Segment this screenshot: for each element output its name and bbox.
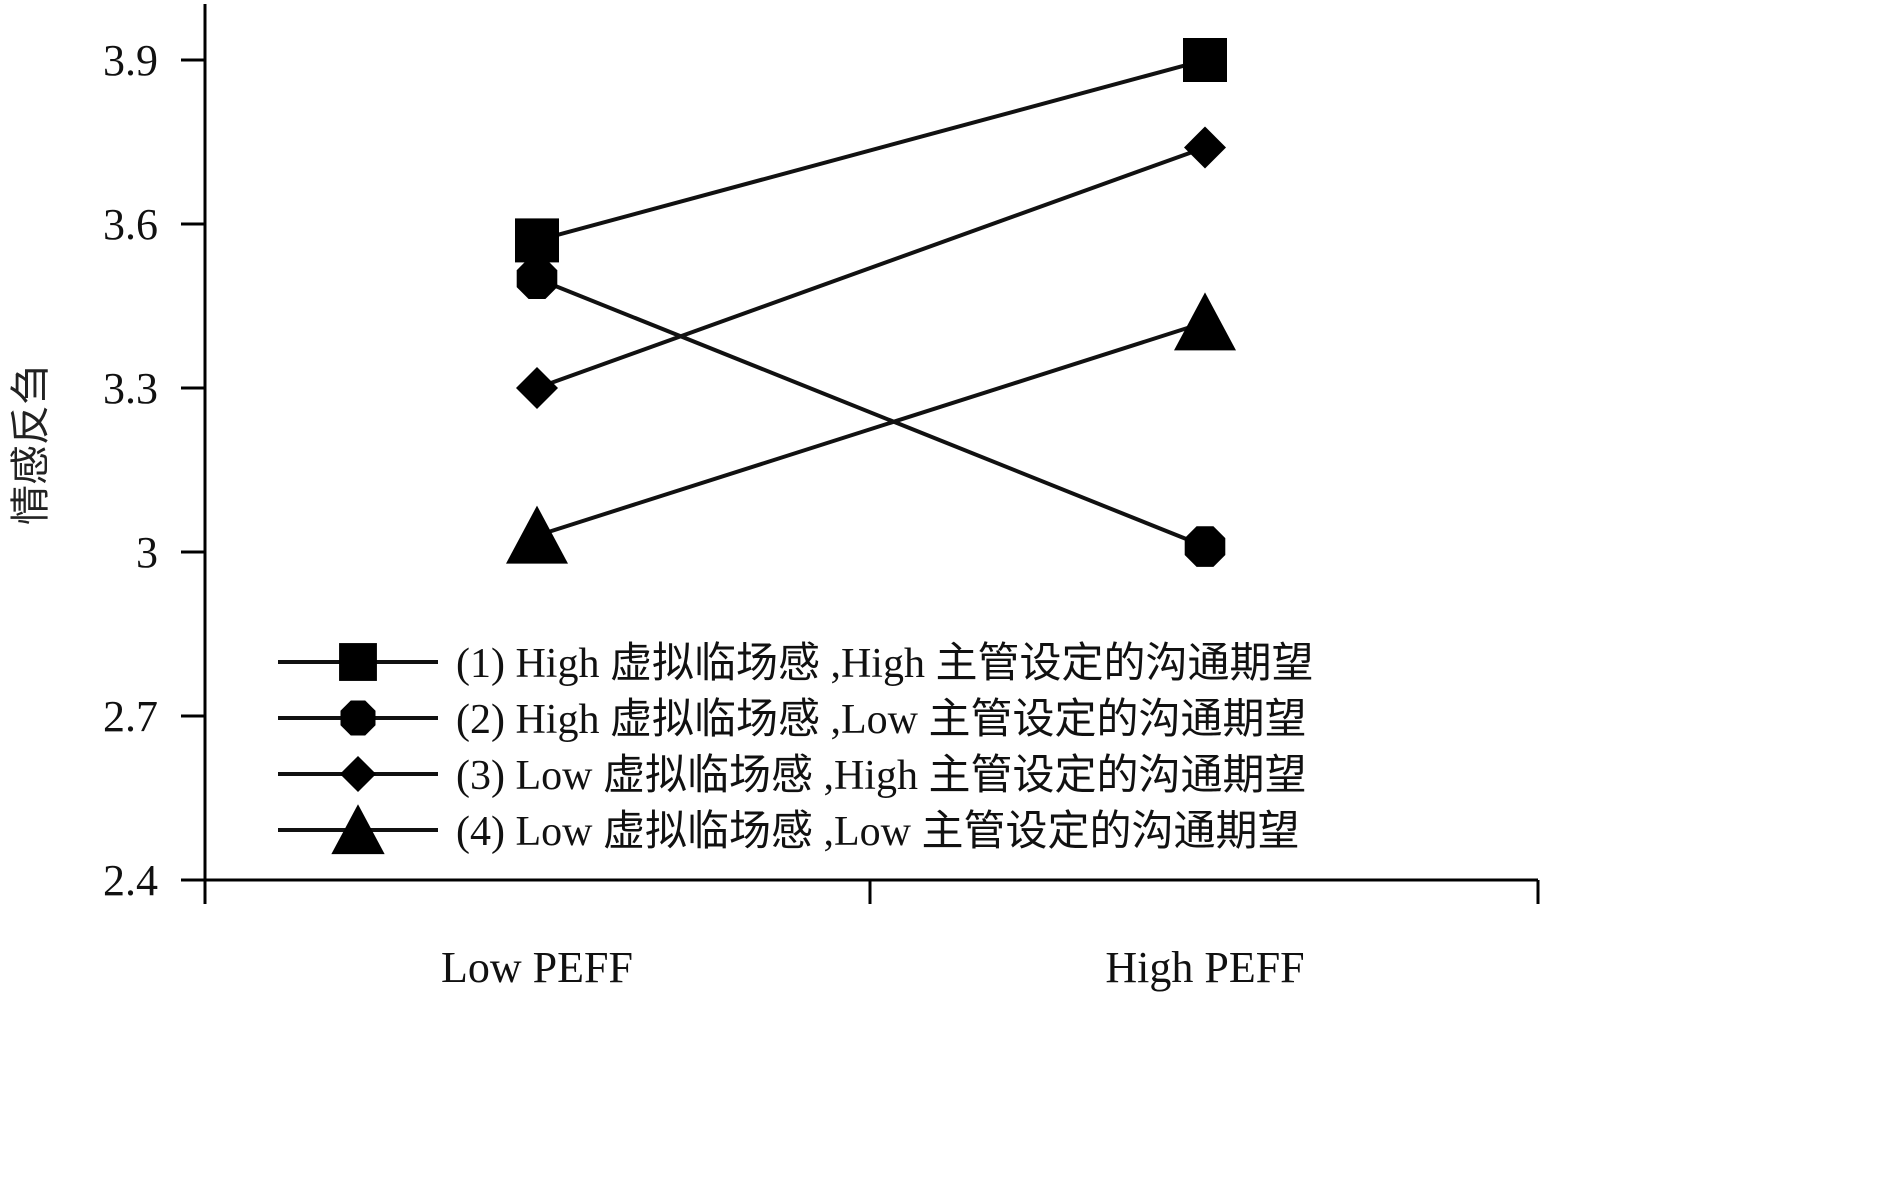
axes-layer [181,4,1540,904]
square-marker [1183,38,1227,82]
legend-item-2: (2) High 虚拟临场感 ,Low 主管设定的沟通期望 [278,696,1306,743]
triangle-marker [1174,292,1236,351]
tick-labels-layer: 2.4 2.7 3 3.3 3.6 3.9 Low PEFF High PEFF 情感反刍 [8,36,1305,992]
chart-container: 2.4 2.7 3 3.3 3.6 3.9 Low PEFF High PEFF 情感反刍 (1… [8,4,1540,992]
legend-label: (2) High 虚拟临场感 ,Low 主管设定的沟通期望 [456,696,1306,743]
legend-label: (1) High 虚拟临场感 ,High 主管设定的沟通期望 [456,640,1313,687]
series-2 [516,258,1226,567]
series-4 [506,292,1236,564]
y-tick-label: 3.6 [103,200,158,249]
octagon-marker [1184,526,1226,567]
y-axis-label: 情感反刍 [8,365,54,525]
x-tick-label: High PEFF [1105,943,1304,992]
octagon-marker [516,258,558,299]
series-line [536,58,1206,243]
triangle-marker [506,505,568,564]
legend-item-4: (4) Low 虚拟临场感 ,Low 主管设定的沟通期望 [278,804,1299,855]
y-tick-label: 2.4 [103,856,158,905]
square-marker [339,643,377,681]
series-3 [516,126,1226,409]
series-1 [515,38,1227,263]
triangle-marker [331,804,385,855]
diamond-marker [339,755,377,793]
y-tick-label: 2.7 [103,692,158,741]
square-marker [515,218,559,263]
series-line [536,276,1206,549]
line-chart: 2.4 2.7 3 3.3 3.6 3.9 Low PEFF High PEFF 情感反刍 (1… [8,4,1540,992]
y-tick-label: 3 [136,528,158,577]
series-line [536,145,1206,390]
diamond-marker [516,367,558,409]
legend-label: (3) Low 虚拟临场感 ,High 主管设定的沟通期望 [456,752,1306,799]
diamond-marker [1184,126,1226,169]
y-tick-label: 3.9 [103,36,158,85]
series-line [536,320,1206,538]
octagon-marker [340,700,376,736]
legend-label: (4) Low 虚拟临场感 ,Low 主管设定的沟通期望 [456,808,1299,855]
legend-item-1: (1) High 虚拟临场感 ,High 主管设定的沟通期望 [278,640,1313,687]
series-layer [506,38,1236,567]
legend-item-3: (3) Low 虚拟临场感 ,High 主管设定的沟通期望 [278,752,1306,799]
y-tick-label: 3.3 [103,364,158,413]
x-tick-label: Low PEFF [441,943,633,992]
legend: (1) High 虚拟临场感 ,High 主管设定的沟通期望 (2) High 虚… [278,640,1313,855]
